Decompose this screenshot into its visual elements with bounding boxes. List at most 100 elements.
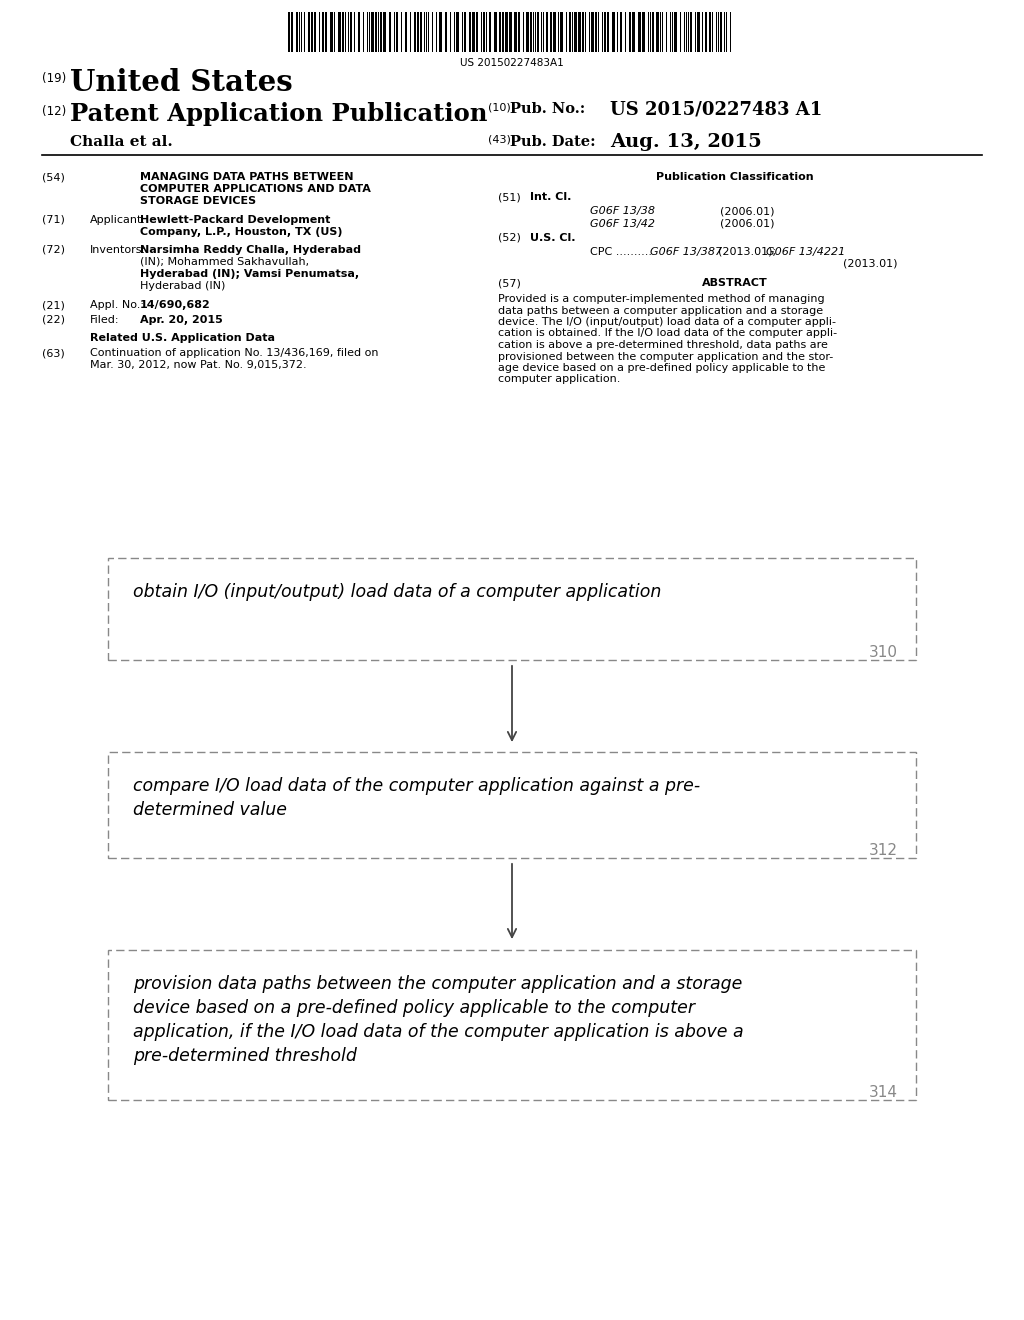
Bar	[629, 12, 631, 51]
Text: (2013.01);: (2013.01);	[718, 247, 776, 257]
Bar	[553, 12, 556, 51]
Text: Patent Application Publication: Patent Application Publication	[70, 102, 487, 125]
Text: Inventors:: Inventors:	[90, 246, 146, 255]
Text: determined value: determined value	[133, 801, 287, 818]
Bar	[642, 12, 645, 51]
Text: (63): (63)	[42, 348, 65, 358]
Text: G06F 13/4221: G06F 13/4221	[766, 247, 845, 257]
Text: Applicant:: Applicant:	[90, 215, 146, 224]
Text: ABSTRACT: ABSTRACT	[702, 279, 768, 288]
Bar	[456, 12, 459, 51]
Bar	[342, 12, 344, 51]
Text: (54): (54)	[42, 172, 65, 182]
Bar	[375, 12, 377, 51]
Bar	[325, 12, 327, 51]
Bar	[505, 12, 508, 51]
Text: (52): (52)	[498, 234, 521, 243]
Text: CPC ..........: CPC ..........	[590, 247, 652, 257]
Text: Related U.S. Application Data: Related U.S. Application Data	[90, 333, 275, 343]
FancyBboxPatch shape	[108, 558, 916, 660]
Text: Hyderabad (IN); Vamsi Penumatsa,: Hyderabad (IN); Vamsi Penumatsa,	[140, 269, 359, 279]
Bar	[530, 12, 532, 51]
Bar	[709, 12, 711, 51]
Bar	[439, 12, 442, 51]
Bar	[380, 12, 382, 51]
Text: compare I/O load data of the computer application against a pre-: compare I/O load data of the computer ap…	[133, 777, 700, 795]
Bar	[638, 12, 641, 51]
Text: G06F 13/387: G06F 13/387	[650, 247, 722, 257]
Bar	[595, 12, 597, 51]
Bar	[464, 12, 466, 51]
FancyBboxPatch shape	[108, 752, 916, 858]
Bar	[445, 12, 447, 51]
Text: 310: 310	[869, 645, 898, 660]
Text: Filed:: Filed:	[90, 315, 120, 325]
Text: device. The I/O (input/output) load data of a computer appli-: device. The I/O (input/output) load data…	[498, 317, 836, 327]
Text: Provided is a computer-implemented method of managing: Provided is a computer-implemented metho…	[498, 294, 824, 304]
Bar	[469, 12, 471, 51]
Text: Challa et al.: Challa et al.	[70, 135, 173, 149]
Text: provisioned between the computer application and the stor-: provisioned between the computer applica…	[498, 351, 834, 362]
Text: (10): (10)	[488, 102, 511, 112]
Bar	[591, 12, 594, 51]
Bar	[472, 12, 475, 51]
Bar	[288, 12, 290, 51]
Bar	[296, 12, 298, 51]
Text: Aug. 13, 2015: Aug. 13, 2015	[610, 133, 762, 150]
Bar	[311, 12, 313, 51]
Text: Company, L.P., Houston, TX (US): Company, L.P., Houston, TX (US)	[140, 227, 342, 238]
Text: U.S. Cl.: U.S. Cl.	[530, 234, 575, 243]
Bar	[420, 12, 422, 51]
Bar	[526, 12, 529, 51]
Bar	[705, 12, 707, 51]
Bar	[338, 12, 341, 51]
Text: (19): (19)	[42, 73, 67, 84]
Bar	[674, 12, 677, 51]
Text: Publication Classification: Publication Classification	[656, 172, 814, 182]
Bar	[499, 12, 501, 51]
Bar	[518, 12, 520, 51]
Text: (72): (72)	[42, 246, 65, 255]
Bar	[620, 12, 622, 51]
Bar	[417, 12, 419, 51]
Text: Narsimha Reddy Challa, Hyderabad: Narsimha Reddy Challa, Hyderabad	[140, 246, 361, 255]
Text: G06F 13/42: G06F 13/42	[590, 219, 655, 228]
Bar	[358, 12, 360, 51]
Text: Continuation of application No. 13/436,169, filed on: Continuation of application No. 13/436,1…	[90, 348, 379, 358]
Bar	[652, 12, 654, 51]
Text: 312: 312	[869, 843, 898, 858]
Bar	[330, 12, 333, 51]
Text: (21): (21)	[42, 300, 65, 310]
Bar	[697, 12, 700, 51]
Bar	[537, 12, 539, 51]
Text: cation is above a pre-determined threshold, data paths are: cation is above a pre-determined thresho…	[498, 341, 827, 350]
Bar	[578, 12, 581, 51]
Bar	[322, 12, 324, 51]
Bar	[414, 12, 416, 51]
Bar	[308, 12, 310, 51]
Bar	[656, 12, 659, 51]
Text: Int. Cl.: Int. Cl.	[530, 191, 571, 202]
Text: MANAGING DATA PATHS BETWEEN: MANAGING DATA PATHS BETWEEN	[140, 172, 353, 182]
Text: cation is obtained. If the I/O load data of the computer appli-: cation is obtained. If the I/O load data…	[498, 329, 838, 338]
Bar	[514, 12, 517, 51]
Bar	[720, 12, 722, 51]
Text: (2006.01): (2006.01)	[720, 219, 774, 228]
Text: Pub. No.:: Pub. No.:	[510, 102, 586, 116]
Text: (22): (22)	[42, 315, 65, 325]
Bar	[389, 12, 391, 51]
FancyBboxPatch shape	[108, 950, 916, 1100]
Bar	[291, 12, 293, 51]
Bar	[509, 12, 512, 51]
Bar	[489, 12, 490, 51]
Text: US 20150227483A1: US 20150227483A1	[460, 58, 564, 69]
Text: (12): (12)	[42, 106, 67, 117]
Bar	[546, 12, 548, 51]
Text: age device based on a pre-defined policy applicable to the: age device based on a pre-defined policy…	[498, 363, 825, 374]
Text: (43): (43)	[488, 135, 511, 145]
Bar	[350, 12, 352, 51]
Text: obtain I/O (input/output) load data of a computer application: obtain I/O (input/output) load data of a…	[133, 583, 662, 601]
Bar	[371, 12, 374, 51]
Text: (57): (57)	[498, 279, 521, 288]
Text: device based on a pre-defined policy applicable to the computer: device based on a pre-defined policy app…	[133, 999, 695, 1016]
